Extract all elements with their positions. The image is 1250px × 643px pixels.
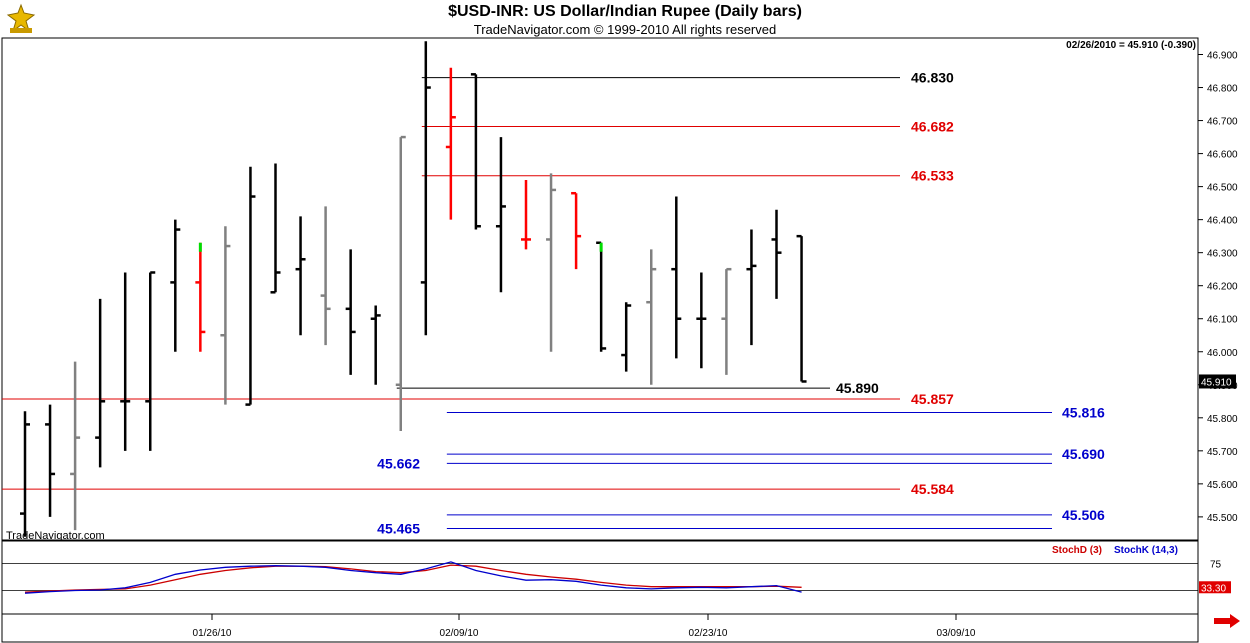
level-label: 45.506 (1062, 507, 1105, 523)
y-tick-label: 45.700 (1207, 447, 1238, 458)
last-price-box (1199, 374, 1236, 389)
y-tick-label: 45.500 (1207, 513, 1238, 524)
y-tick-label: 45.600 (1207, 480, 1238, 491)
stoch-last-label: 33.30 (1201, 583, 1226, 594)
trade-navigator-logo (6, 3, 36, 33)
x-tick-label: 02/09/10 (440, 628, 479, 639)
x-tick-label: 03/09/10 (937, 628, 976, 639)
y-tick-label: 45.800 (1207, 414, 1238, 425)
level-label: 45.465 (377, 520, 420, 536)
y-tick-label: 46.500 (1207, 183, 1238, 194)
level-label: 45.816 (1062, 405, 1105, 421)
level-label: 46.830 (911, 70, 954, 86)
watermark: TradeNavigator.com (6, 530, 105, 542)
level-label: 46.533 (911, 168, 954, 184)
y-tick-label: 46.300 (1207, 249, 1238, 260)
level-label: 45.890 (836, 380, 879, 396)
y-tick-label: 46.400 (1207, 216, 1238, 227)
stoch-ref-label: 75 (1210, 560, 1222, 571)
level-label: 46.682 (911, 119, 954, 135)
y-tick-label: 46.900 (1207, 51, 1238, 62)
price-readout: 02/26/2010 = 45.910 (-0.390) (1066, 40, 1196, 51)
level-label: 45.857 (911, 391, 954, 407)
level-label: 45.584 (911, 481, 954, 497)
last-price-label: 45.910 (1201, 377, 1232, 388)
y-tick-label: 46.600 (1207, 150, 1238, 161)
price-panel-frame (1, 37, 1199, 541)
y-tick-label: 46.700 (1207, 117, 1238, 128)
chart-title: $USD-INR: US Dollar/Indian Rupee (Daily … (448, 3, 802, 20)
scroll-right-arrow-icon[interactable] (1212, 614, 1242, 628)
x-tick-label: 01/26/10 (193, 628, 232, 639)
level-label: 45.662 (377, 455, 420, 471)
date-axis-frame (1, 613, 1199, 643)
stoch-k-line (24, 561, 802, 594)
y-tick-label: 46.100 (1207, 315, 1238, 326)
y-tick-label: 46.000 (1207, 348, 1238, 359)
stoch-d-legend: StochD (3) (1052, 545, 1102, 556)
x-tick-label: 02/23/10 (689, 628, 728, 639)
level-label: 45.690 (1062, 446, 1105, 462)
stochastic-panel-frame (1, 540, 1199, 615)
stoch-k-legend: StochK (14,3) (1114, 545, 1178, 556)
chart-subtitle: TradeNavigator.com © 1999-2010 All right… (473, 22, 777, 37)
y-tick-label: 46.800 (1207, 84, 1238, 95)
y-tick-label: 46.200 (1207, 282, 1238, 293)
stoch-last-box (1199, 581, 1231, 594)
